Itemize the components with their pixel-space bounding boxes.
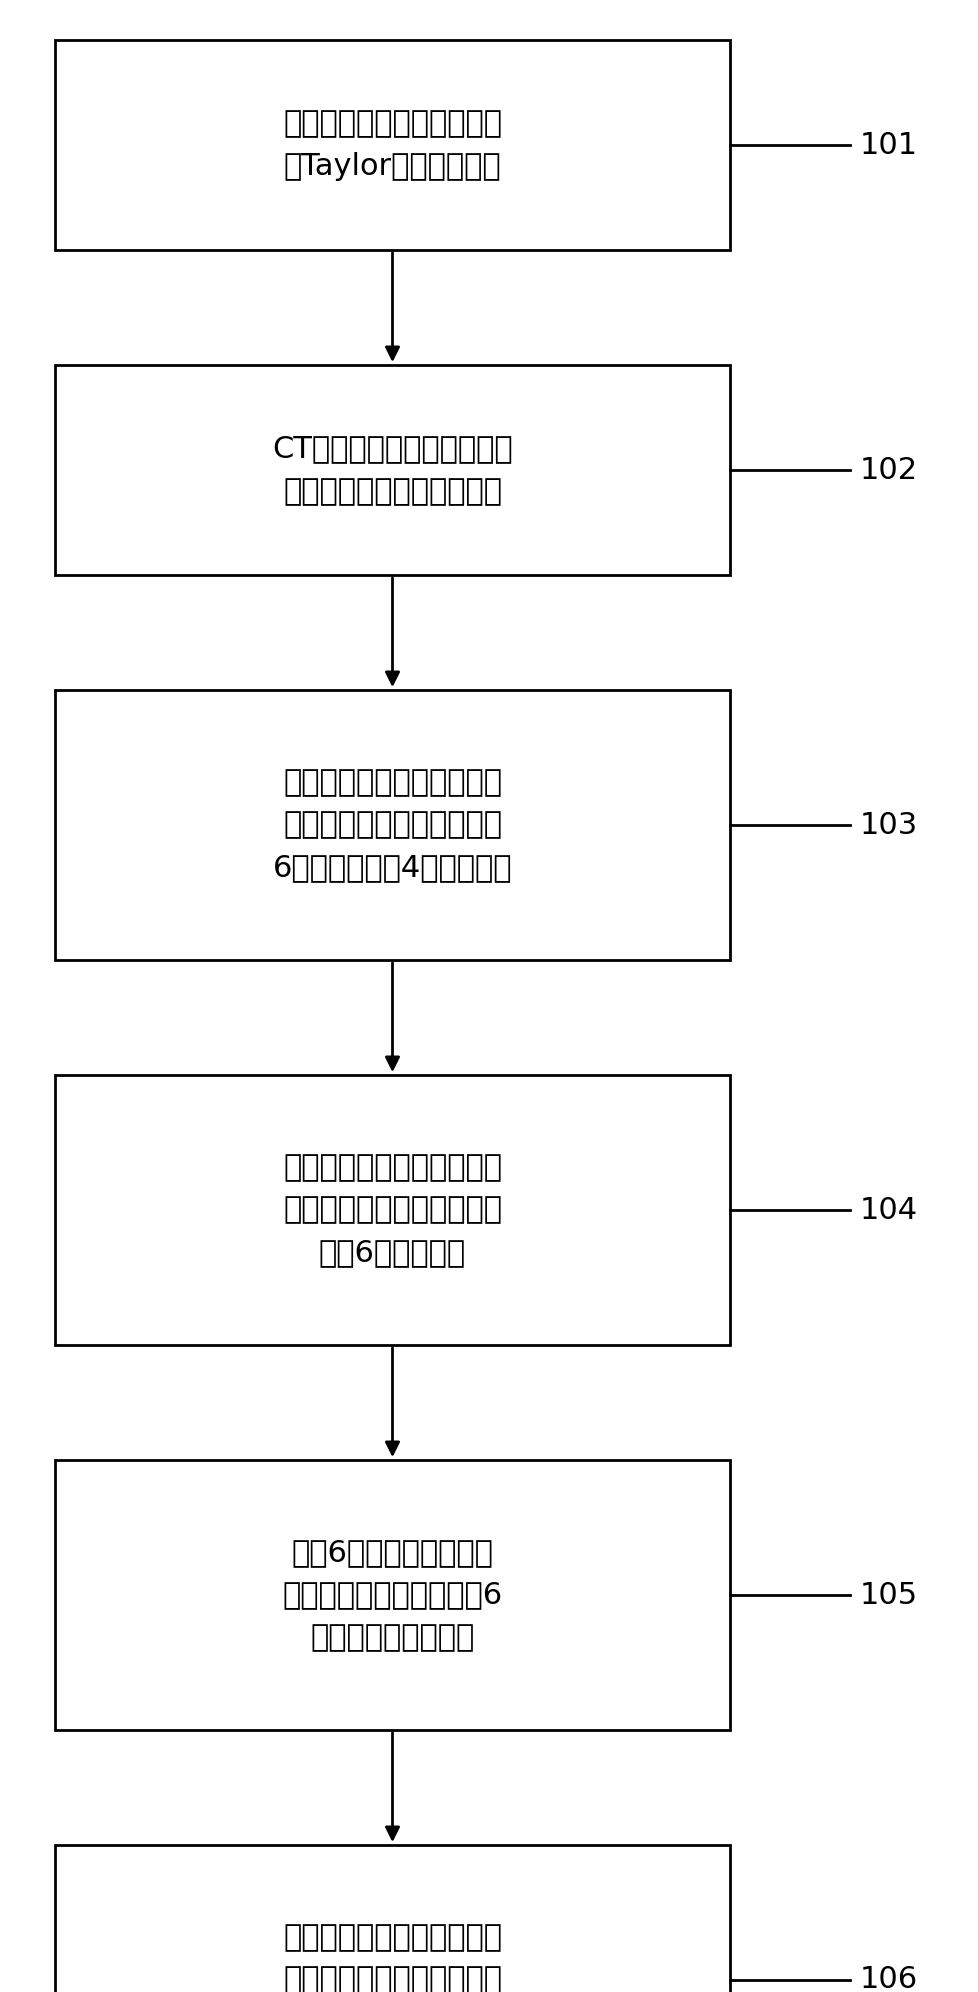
Text: 105: 105 <box>859 1580 917 1610</box>
Text: 101: 101 <box>859 131 917 159</box>
Bar <box>55 1460 730 1729</box>
Text: CT扫描畸形骨和健康骨，去
除软组织等干扰，三维重建: CT扫描畸形骨和健康骨，去 除软组织等干扰，三维重建 <box>272 434 512 506</box>
Bar <box>55 1076 730 1345</box>
Bar <box>55 689 730 960</box>
Text: 对畸形骨模型正位、侧位、
轴位图片进行图像处理获得
6个畸形参数和4个安装参数: 对畸形骨模型正位、侧位、 轴位图片进行图像处理获得 6个畸形参数和4个安装参数 <box>273 767 511 882</box>
Bar <box>55 365 730 576</box>
Text: 对健康骨三维模型正位、侧
位、轴位图片进行图像处理
获得6个位姿参数: 对健康骨三维模型正位、侧 位、轴位图片进行图像处理 获得6个位姿参数 <box>283 1153 502 1267</box>
Text: 根据患者具体手术情况确定
调节时间，最终确定每天杆
长调节量: 根据患者具体手术情况确定 调节时间，最终确定每天杆 长调节量 <box>283 1922 502 1992</box>
Bar <box>55 40 730 251</box>
Text: 106: 106 <box>859 1966 917 1992</box>
Bar <box>55 1845 730 1992</box>
Text: 103: 103 <box>859 811 917 839</box>
Text: 102: 102 <box>859 456 917 484</box>
Text: 建立6维并联机构数学模
型，根据获取的参数计算6
根调节杆的最终杆长: 建立6维并联机构数学模 型，根据获取的参数计算6 根调节杆的最终杆长 <box>282 1538 502 1651</box>
Text: 104: 104 <box>859 1195 917 1225</box>
Text: 在患者畸形骨骼上个体化安
装Taylor骨外固定支架: 在患者畸形骨骼上个体化安 装Taylor骨外固定支架 <box>283 110 502 181</box>
